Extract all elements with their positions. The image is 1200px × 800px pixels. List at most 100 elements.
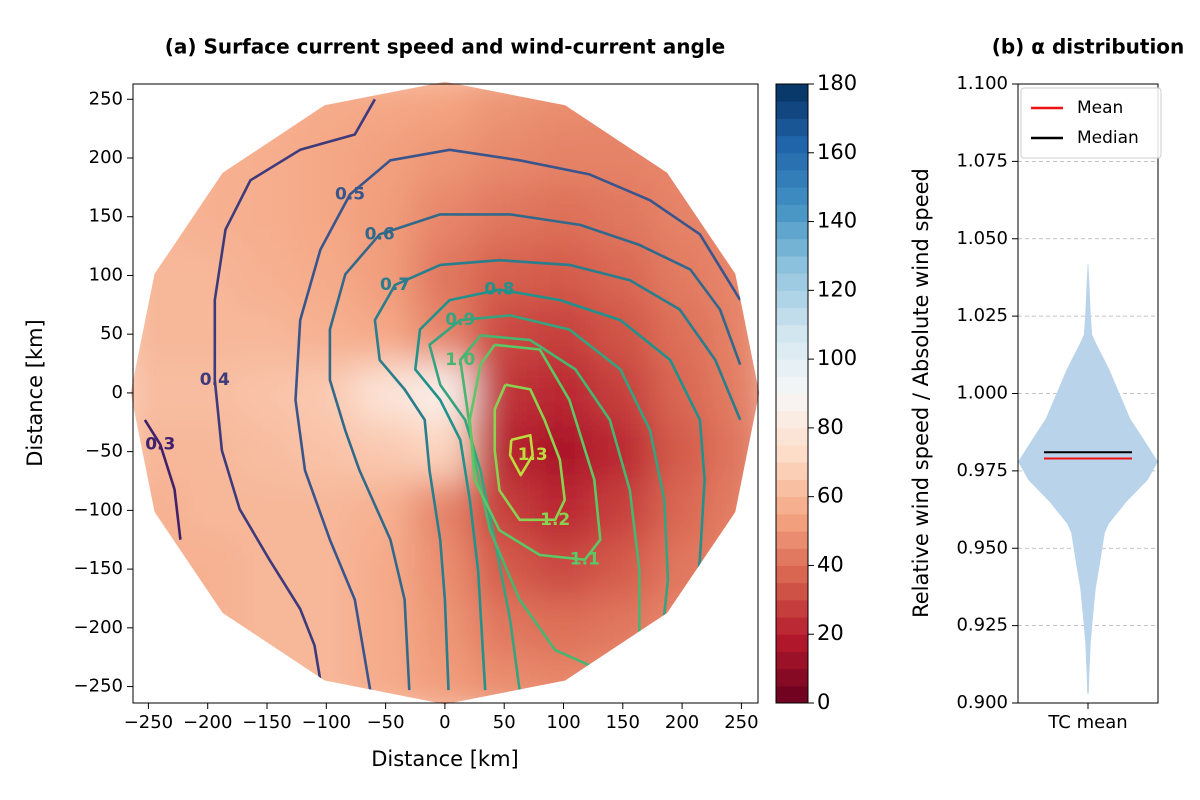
field-cell [473,245,535,306]
contour-line [294,148,742,691]
colorbar-band [776,496,808,515]
colorbar-band [776,152,808,171]
colorbar-band [776,204,808,223]
colorbar-band [776,341,808,360]
field-cell [414,81,476,130]
colorbar-tick-label: 180 [817,71,857,95]
colorbar-frame [775,83,809,704]
field-cell [473,480,535,541]
x-axis-label: Distance [km] [371,747,519,771]
y-tick-label: 200 [89,147,123,168]
field-cell [710,362,760,424]
field-cell [236,421,298,483]
y-tick-label: 0.950 [956,537,1008,558]
contour-line [143,419,182,540]
x-tick-label: TC mean [1047,712,1127,733]
y-tick-label: −150 [74,558,123,579]
y-tick-label: 100 [89,264,123,285]
field-cell [473,421,535,483]
field [130,81,760,705]
legend-box [1020,87,1162,159]
colorbar-band [776,582,808,601]
colorbar-band [776,565,808,584]
colorbar-tick-label: 160 [817,140,857,164]
field-cell [236,186,298,248]
y-tick-label: −50 [85,441,123,462]
colorbar-band [776,634,808,652]
x-tick-label: −100 [302,712,351,733]
field-cell [177,303,239,365]
colorbar-band [776,651,808,670]
colorbar-band [776,324,808,343]
x-tick-label: 0 [439,712,450,733]
y-tick-label: 0 [112,382,123,403]
colorbar-band [776,238,808,257]
colorbar-tick-label: 20 [817,621,844,645]
field-cell [236,245,298,306]
field-cell [473,362,535,424]
colorbar-band [776,169,808,188]
y-tick-label: 1.025 [956,305,1008,326]
colorbar-band [776,376,808,394]
plot-frame [1017,83,1159,704]
colorbar-band [776,255,808,274]
colorbar-band [776,462,808,480]
field-cell [177,362,239,424]
plot-frame [132,83,759,704]
contour-label: 0.6 [365,224,395,244]
contour-label: 1.2 [540,510,570,530]
colorbar-band [776,617,808,635]
field-cell [354,538,417,600]
colorbar-band [776,479,808,498]
x-tick-label: −250 [124,712,173,733]
violin-body [1018,263,1158,694]
y-tick-label: 50 [100,323,123,344]
x-tick-label: −150 [242,712,291,733]
contour-label: 0.3 [145,435,175,455]
y-tick-label: −200 [74,617,123,638]
colorbar-band [776,307,808,326]
y-tick-label: 0.975 [956,460,1008,481]
y-tick-label: 1.075 [956,150,1008,171]
colorbar-band [776,668,808,687]
field-cell [414,656,476,705]
colorbar-band [776,135,808,154]
field-cell [295,538,357,600]
contour-label: 1.1 [570,550,600,570]
field-cell [592,245,654,306]
field-cell [236,480,298,541]
contour-label: 0.5 [335,184,365,204]
field-cell [236,362,298,424]
x-tick-label: −200 [183,712,232,733]
field-cell [295,245,357,306]
field-cell [592,480,654,541]
contour-line [468,343,602,561]
field-cell [532,362,595,424]
contour-line [508,433,534,477]
legend-label: Median [1077,128,1139,148]
colorbar-band [776,187,808,205]
contour-label: 0.9 [445,310,475,330]
colorbar-tick-label: 0 [817,690,830,714]
contour-line [414,288,706,691]
field-clip [130,81,760,705]
y-tick-label: 250 [89,88,123,109]
colorbar-band [776,84,808,102]
colorbar-band [776,599,808,618]
y-axis-label: Relative wind speed / Absolute wind spee… [909,168,933,618]
y-tick-label: 1.000 [956,383,1008,404]
field-cell [651,362,713,424]
field-cell [236,303,298,365]
colorbar-band [776,445,808,463]
field-cell [532,538,595,600]
colorbar-tick-label: 100 [817,346,857,370]
x-tick-label: 50 [493,712,516,733]
chart-title: (b) α distribution [992,35,1185,59]
colorbar-band [776,513,808,532]
x-tick-label: 250 [724,712,758,733]
contour-line [213,98,377,681]
colorbar-tick-label: 40 [817,552,844,576]
legend-label: Mean [1077,98,1123,118]
